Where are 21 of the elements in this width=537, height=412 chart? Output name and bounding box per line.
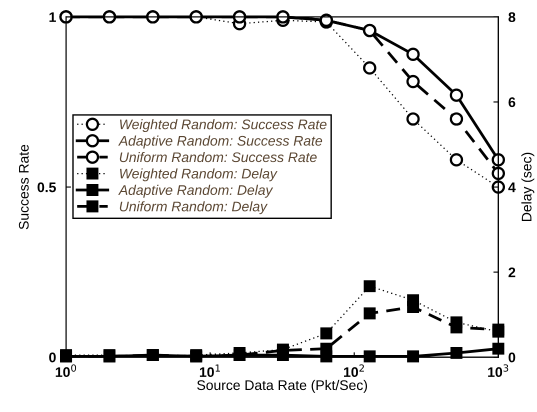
y-axis-title: Success Rate [18, 144, 29, 230]
legend-label: Uniform Random: Success Rate [120, 152, 317, 162]
x-tick-label: 10$^{2}$ [344, 364, 364, 378]
y2-tick-label: 6 [508, 97, 516, 108]
y2-axis-title: Delay (sec) [521, 152, 534, 222]
y-tick-label: 0 [49, 352, 56, 362]
legend-label: Uniform Random: Delay [120, 201, 268, 214]
y2-tick-label: 0 [508, 352, 516, 362]
legend-label: Adaptive Random: Success Rate [118, 136, 322, 148]
y-tick-label: 0.5 [38, 182, 56, 192]
x-tick-label: 10$^{3}$ [488, 364, 508, 378]
y2-tick-label: 4 [508, 182, 516, 192]
y2-tick-label: 8 [508, 12, 516, 22]
x-tick-label: 10$^{0}$ [56, 364, 76, 378]
legend-label: Adaptive Random: Delay [118, 184, 274, 198]
x-tick-label: 10$^{1}$ [200, 364, 220, 378]
y-tick-label: 1 [49, 12, 56, 22]
x-axis-title: Source Data Rate (Pkt/Sec) [197, 380, 368, 393]
legend-label: Weighted Random: Success Rate [120, 119, 327, 132]
legend-label: Weighted Random: Delay [120, 168, 278, 182]
y2-tick-label: 2 [508, 267, 516, 278]
